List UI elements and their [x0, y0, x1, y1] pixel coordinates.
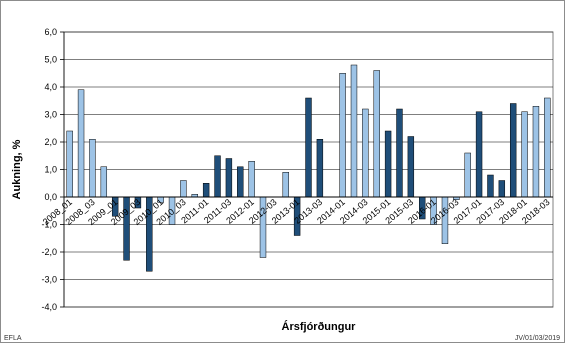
bar — [407, 136, 415, 198]
bar — [396, 108, 403, 198]
y-tick-label: -1,0 — [41, 220, 57, 230]
bar — [544, 97, 551, 198]
bar — [305, 97, 312, 198]
bar — [225, 158, 233, 198]
bar — [498, 180, 506, 198]
y-axis-title: Aukning, % — [11, 139, 23, 199]
bar — [362, 108, 369, 198]
bar — [248, 161, 255, 198]
bar — [316, 139, 324, 198]
y-tick-label: -2,0 — [41, 247, 57, 257]
x-axis-title: Ársfjórðungur — [282, 320, 357, 333]
bar — [237, 166, 244, 198]
bar — [373, 70, 380, 198]
y-tick-label: 0,0 — [44, 192, 57, 202]
bar — [66, 130, 73, 198]
bar — [180, 180, 187, 198]
bar — [475, 111, 483, 198]
y-tick-label: 3,0 — [44, 110, 57, 120]
bar — [89, 139, 96, 198]
bar — [464, 152, 471, 198]
bar — [350, 64, 358, 198]
bar — [282, 172, 289, 198]
y-tick-label: -3,0 — [41, 275, 57, 285]
bar — [384, 130, 392, 198]
y-tick-label: 2,0 — [44, 137, 57, 147]
footer-left-label: EFLA — [4, 335, 22, 342]
y-tick-label: 5,0 — [44, 55, 57, 65]
y-tick-label: -4,0 — [41, 302, 57, 312]
bar — [202, 183, 210, 198]
bar — [487, 174, 494, 198]
footer-right-label: JV/01/03/2019 — [515, 335, 560, 342]
y-tick-label: 1,0 — [44, 165, 57, 175]
bar — [214, 155, 221, 198]
bar — [521, 111, 528, 198]
bar — [100, 166, 108, 198]
bar — [339, 73, 346, 198]
bar — [77, 89, 85, 198]
y-tick-label: 6,0 — [44, 27, 57, 37]
bar — [509, 103, 517, 198]
y-tick-label: 4,0 — [44, 82, 57, 92]
bar — [532, 106, 540, 198]
